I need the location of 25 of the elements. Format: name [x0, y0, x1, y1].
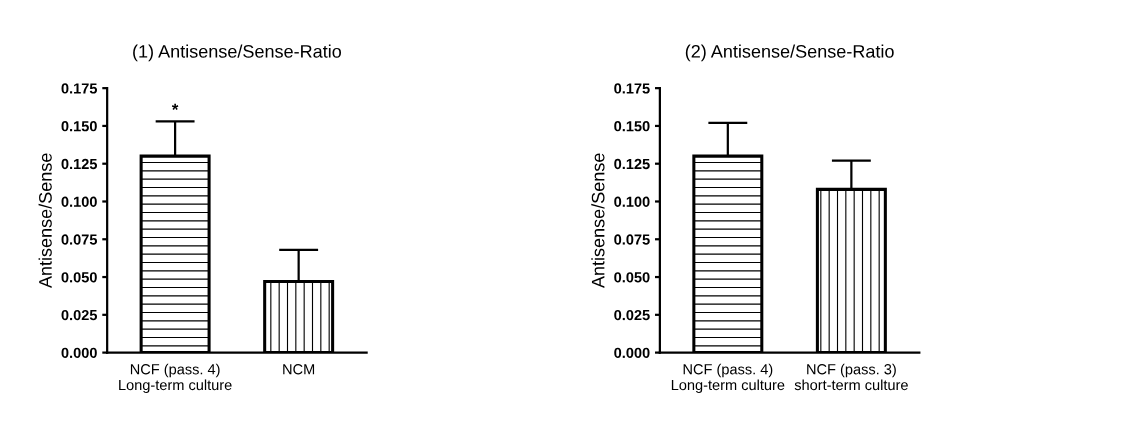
y-tick-label: 0.175 — [61, 83, 98, 94]
y-tick-label: 0.000 — [61, 347, 97, 359]
y-axis-title: Antisense/Sense — [591, 153, 605, 289]
chart-title: (2) Antisense/Sense-Ratio — [685, 44, 894, 62]
y-tick-label: 0.150 — [61, 121, 97, 132]
x-tick-label: NCF (pass. 4) Long-term culture — [119, 363, 232, 394]
y-axis-title: Antisense/Sense — [38, 153, 52, 289]
chart-title: (1) Antisense/Sense-Ratio — [133, 44, 342, 62]
y-tick-label: 0.175 — [614, 83, 650, 94]
y-tick-label: 0.050 — [61, 272, 97, 283]
y-tick-label: 0.025 — [614, 309, 650, 321]
y-tick-label: 0.125 — [614, 158, 650, 170]
x-tick-label: NCM — [283, 364, 315, 375]
x-tick-label: NCF (pass. 4) Long-term culture — [671, 363, 785, 394]
y-tick-label: 0.100 — [61, 196, 97, 207]
y-tick-label: 0.075 — [61, 234, 98, 245]
y-tick-label: 0.150 — [614, 121, 650, 132]
x-tick-label: NCF (pass. 3) short-term culture — [794, 363, 908, 391]
annotation: * — [171, 103, 179, 110]
y-tick-label: 0.125 — [61, 158, 98, 170]
y-tick-label: 0.100 — [614, 196, 650, 207]
y-tick-label: 0.075 — [614, 234, 650, 245]
y-tick-label: 0.025 — [61, 309, 98, 321]
y-tick-label: 0.000 — [614, 347, 650, 359]
y-tick-label: 0.050 — [614, 272, 650, 283]
